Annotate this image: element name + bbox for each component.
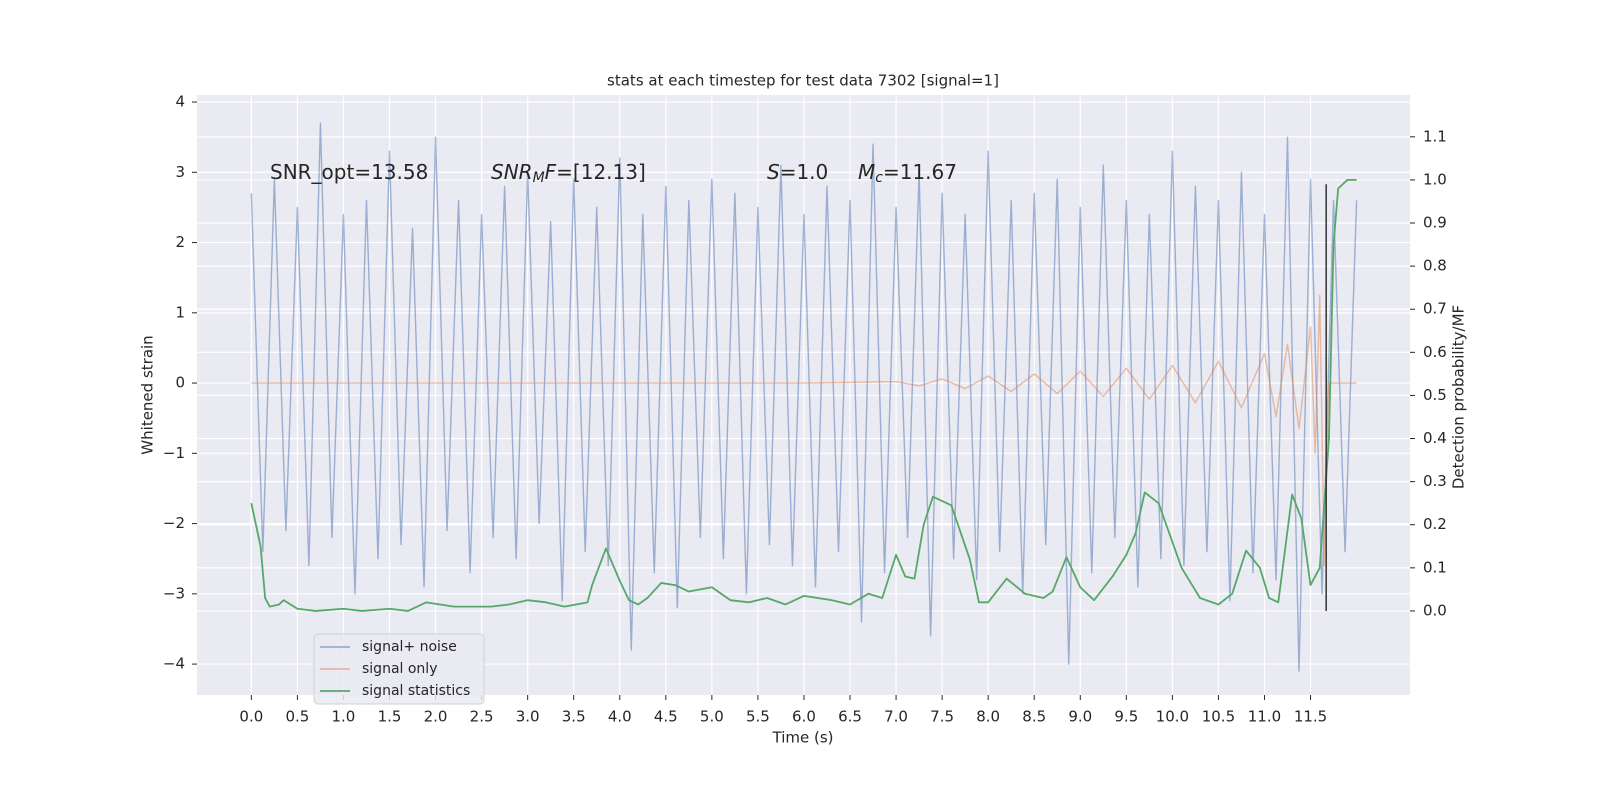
annotations: SNR_opt=13.58 SNRMF=[12.13] S=1.0 Mc=11.67 <box>270 160 957 187</box>
y2-tick-label: 0.5 <box>1423 386 1447 404</box>
y-axis-label: Whitened strain <box>139 335 157 454</box>
y-tick-label: −2 <box>163 514 185 532</box>
x-tick-label: 9.0 <box>1068 708 1092 726</box>
x-tick-label: 6.5 <box>838 708 862 726</box>
y2-tick-label: 0.9 <box>1423 214 1447 232</box>
y-tick-label: 0 <box>175 374 185 392</box>
y2-tick-label: 1.1 <box>1423 127 1447 145</box>
annotation-part: S <box>767 160 780 184</box>
y2-tick-label: 0.7 <box>1423 300 1447 318</box>
annotation-part: c <box>875 170 883 186</box>
x-tick-label: 4.5 <box>654 708 678 726</box>
annotation-part: M <box>858 160 875 184</box>
x-tick-label: 5.5 <box>746 708 770 726</box>
legend-label: signal only <box>362 661 437 677</box>
annotation-part: F <box>545 160 557 184</box>
annotation: SNRMF=[12.13] <box>491 160 646 187</box>
annotation-part: =[12.13] <box>556 160 646 184</box>
annotation-part: SNR_opt=13.58 <box>270 160 428 184</box>
x-tick-label: 2.5 <box>470 708 494 726</box>
x-tick-label: 2.0 <box>424 708 448 726</box>
y2-tick-label: 0.1 <box>1423 558 1447 576</box>
x-tick-label: 4.0 <box>608 708 632 726</box>
ticks: 0.0 0.5 1.0 1.5 2.0 2.5 3.0 3.5 4.0 4.5 5.0 5.5 6.0 6… <box>163 93 1447 726</box>
series-line <box>251 294 1357 567</box>
x-tick-label: 10.0 <box>1156 708 1189 726</box>
x-tick-label: 8.5 <box>1022 708 1046 726</box>
y-tick-label: −1 <box>163 444 185 462</box>
annotation-part: M <box>533 170 545 186</box>
x-tick-label: 0.0 <box>239 708 263 726</box>
annotation: Mc=11.67 <box>858 160 957 187</box>
annotation: SNR_opt=13.58 <box>270 160 428 184</box>
x-tick-label: 11.5 <box>1294 708 1327 726</box>
series-line <box>250 122 1358 672</box>
y2-tick-label: 0.0 <box>1423 601 1447 619</box>
legend-label: signal statistics <box>362 683 470 699</box>
x-axis-label: Time (s) <box>772 729 834 747</box>
x-tick-label: 7.5 <box>930 708 954 726</box>
x-tick-label: 6.0 <box>792 708 816 726</box>
x-tick-label: 7.0 <box>884 708 908 726</box>
x-tick-label: 11.0 <box>1248 708 1281 726</box>
x-tick-label: 9.5 <box>1114 708 1138 726</box>
x-tick-label: 8.0 <box>976 708 1000 726</box>
y-tick-label: 1 <box>175 303 185 321</box>
y-tick-label: −4 <box>163 655 185 673</box>
x-tick-label: 10.5 <box>1202 708 1235 726</box>
y-tick-label: 3 <box>175 163 185 181</box>
x-tick-label: 5.0 <box>700 708 724 726</box>
y2-tick-label: 1.0 <box>1423 170 1447 188</box>
y2-tick-label: 0.3 <box>1423 472 1447 490</box>
y2-tick-label: 0.2 <box>1423 515 1447 533</box>
legend-box <box>313 633 485 705</box>
marks <box>250 122 1358 672</box>
x-tick-label: 3.5 <box>562 708 586 726</box>
x-tick-label: 1.5 <box>378 708 402 726</box>
annotation-part: =1.0 <box>780 160 829 184</box>
y2-axis-label: Detection probability/MF <box>1450 305 1468 489</box>
y-tick-label: 4 <box>175 93 185 111</box>
legend-label: signal+ noise <box>362 639 457 655</box>
y2-tick-label: 0.4 <box>1423 429 1447 447</box>
annotation-part: =11.67 <box>883 160 957 184</box>
x-tick-label: 0.5 <box>285 708 309 726</box>
y2-tick-label: 0.8 <box>1423 257 1447 275</box>
chart-title: stats at each timestep for test data 730… <box>607 72 999 90</box>
series-line <box>250 179 1357 612</box>
annotation-part: SNR <box>491 160 533 184</box>
y-tick-label: 2 <box>175 233 185 251</box>
y2-tick-label: 0.6 <box>1423 343 1447 361</box>
annotation: S=1.0 <box>767 160 828 184</box>
x-tick-label: 3.0 <box>516 708 540 726</box>
x-tick-label: 1.0 <box>332 708 356 726</box>
y-tick-label: −3 <box>163 584 185 602</box>
legend: signal+ noise signal only signal statistic… <box>313 633 485 705</box>
